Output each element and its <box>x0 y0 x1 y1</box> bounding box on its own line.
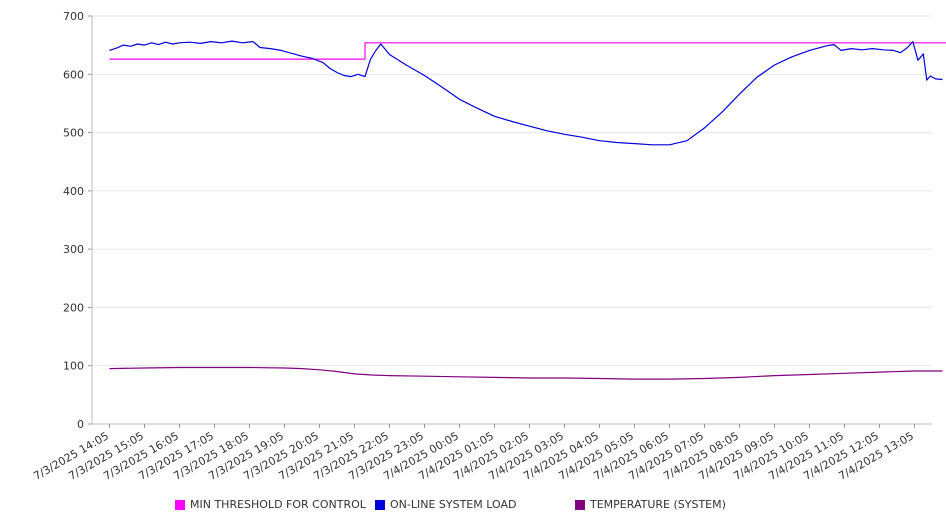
y-tick-label: 700 <box>63 10 84 23</box>
legend-item-system-load[interactable]: ON-LINE SYSTEM LOAD <box>375 498 516 511</box>
legend-swatch-system-load <box>375 499 385 510</box>
legend-label-min-threshold: MIN THRESHOLD FOR CONTROL <box>190 498 366 511</box>
legend: MIN THRESHOLD FOR CONTROL ON-LINE SYSTEM… <box>0 498 946 514</box>
y-tick-labels: 0 100 200 300 400 500 600 700 <box>63 10 84 431</box>
legend-item-temperature[interactable]: TEMPERATURE (SYSTEM) <box>575 498 726 511</box>
series-line-system-load <box>109 40 943 146</box>
y-tick-label: 0 <box>77 418 84 431</box>
series-line-min-threshold <box>109 42 946 60</box>
y-tick-label: 500 <box>63 127 84 140</box>
series-line-temperature <box>109 366 943 380</box>
x-tick-labels: 7/3/2025 14:057/3/2025 15:057/3/2025 16:… <box>31 429 916 483</box>
legend-label-system-load: ON-LINE SYSTEM LOAD <box>390 498 517 511</box>
legend-label-temperature: TEMPERATURE (SYSTEM) <box>590 498 726 511</box>
y-tick-label: 400 <box>63 185 84 198</box>
axes <box>91 16 932 428</box>
y-tick-label: 100 <box>63 360 84 373</box>
gridlines <box>88 15 932 425</box>
series-lines <box>109 40 946 380</box>
y-tick-label: 300 <box>63 243 84 256</box>
y-tick-label: 600 <box>63 68 84 81</box>
legend-swatch-min-threshold <box>175 499 185 510</box>
y-tick-label: 200 <box>63 301 84 314</box>
legend-swatch-temperature <box>575 499 585 510</box>
legend-item-min-threshold[interactable]: MIN THRESHOLD FOR CONTROL <box>175 498 366 511</box>
